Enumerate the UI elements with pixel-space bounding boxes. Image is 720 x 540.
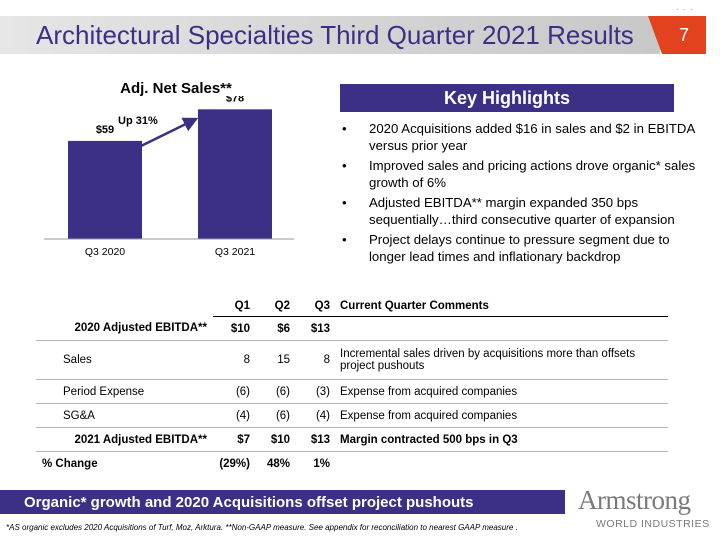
x-tick-label: Q3 2021 — [215, 246, 255, 258]
cell-q3: $13 — [293, 427, 333, 452]
cell-comment — [333, 451, 668, 475]
highlight-item: Project delays continue to pressure segm… — [340, 231, 700, 265]
row-label: 2021 Adjusted EBITDA** — [36, 427, 213, 452]
cell-q2: $6 — [277, 322, 290, 335]
key-highlights-list: 2020 Acquisitions added $16 in sales and… — [340, 120, 700, 268]
bar-q3-2021 — [198, 109, 272, 239]
table-row: Period Expense (6) (6) (3) Expense from … — [36, 379, 668, 404]
page-title: Architectural Specialties Third Quarter … — [36, 20, 634, 50]
cell-comment: Incremental sales driven by acquisitions… — [333, 340, 668, 380]
net-sales-chart: $59 Q3 2020 $78 Q3 2021 Up 31% — [44, 96, 294, 258]
cell-q3: $13 — [310, 322, 330, 335]
table-row: Sales 8 15 8 Incremental sales driven by… — [36, 340, 668, 380]
cell-comment: Expense from acquired companies — [333, 379, 668, 404]
armstrong-logo: Armstrong — [578, 485, 691, 515]
cell-comment: Expense from acquired companies — [333, 403, 668, 428]
data-label: $78 — [226, 96, 244, 104]
row-label: 2020 Adjusted EBITDA** — [74, 322, 208, 335]
table-row: 2020 Adjusted EBITDA** $10 $6 $13 — [36, 317, 668, 341]
highlight-item: Adjusted EBITDA** margin expanded 350 bp… — [340, 194, 700, 228]
table-row: % Change (29%) 48% 1% — [36, 451, 668, 475]
cell-q3: 1% — [293, 451, 333, 475]
cell-q1: 8 — [213, 340, 253, 380]
cell-q1: (4) — [213, 403, 253, 428]
row-label: SG&A — [36, 403, 213, 428]
title-bar — [0, 16, 660, 54]
x-tick-label: Q3 2020 — [85, 246, 125, 258]
table-header-row: Q1 Q2 Q3 Current Quarter Comments — [36, 296, 668, 317]
cell-q1: $7 — [213, 427, 253, 452]
cell-comment: Margin contracted 500 bps in Q3 — [333, 427, 668, 452]
row-label: Sales — [36, 340, 213, 380]
table-header-comments: Current Quarter Comments — [333, 296, 668, 317]
row-label: Period Expense — [36, 379, 213, 404]
cell-q1: (29%) — [213, 451, 253, 475]
logo-subtitle: WORLD INDUSTRIES — [596, 518, 710, 530]
cell-q2: 15 — [253, 340, 293, 380]
cell-q1: (6) — [213, 379, 253, 404]
table-header-label — [36, 296, 213, 317]
key-highlights-header: Key Highlights — [340, 84, 674, 112]
chart-title: Adj. Net Sales** — [120, 80, 232, 97]
footer-banner: Organic* growth and 2020 Acquisitions of… — [0, 490, 565, 514]
cell-q2: (6) — [253, 403, 293, 428]
cell-q3: (4) — [293, 403, 333, 428]
cell-comment — [333, 317, 668, 341]
cell-q3: 8 — [293, 340, 333, 380]
ebitda-table: Q1 Q2 Q3 Current Quarter Comments 2020 A… — [36, 296, 668, 475]
highlight-item: 2020 Acquisitions added $16 in sales and… — [340, 120, 700, 154]
cell-q3: (3) — [293, 379, 333, 404]
page-number-badge: 7 — [648, 16, 706, 54]
table-header-q1: Q1 — [213, 296, 253, 317]
row-label: % Change — [36, 451, 213, 475]
highlight-item: Improved sales and pricing actions drove… — [340, 157, 700, 191]
footnote: *AS organic excludes 2020 Acquisitions o… — [6, 523, 518, 532]
table-header-q3: Q3 — [293, 296, 333, 317]
cell-q1: $10 — [230, 322, 250, 335]
growth-annotation: Up 31% — [118, 115, 158, 127]
cell-q2: 48% — [253, 451, 293, 475]
cell-q2: (6) — [253, 379, 293, 404]
table-header-q2: Q2 — [253, 296, 293, 317]
growth-arrow — [140, 117, 199, 148]
data-label: $59 — [96, 124, 114, 136]
top-dots: . . . — [676, 2, 694, 12]
bar-q3-2020 — [68, 140, 142, 239]
table-row: SG&A (4) (6) (4) Expense from acquired c… — [36, 403, 668, 428]
cell-q2: $10 — [253, 427, 293, 452]
table-row: 2021 Adjusted EBITDA** $7 $10 $13 Margin… — [36, 427, 668, 452]
